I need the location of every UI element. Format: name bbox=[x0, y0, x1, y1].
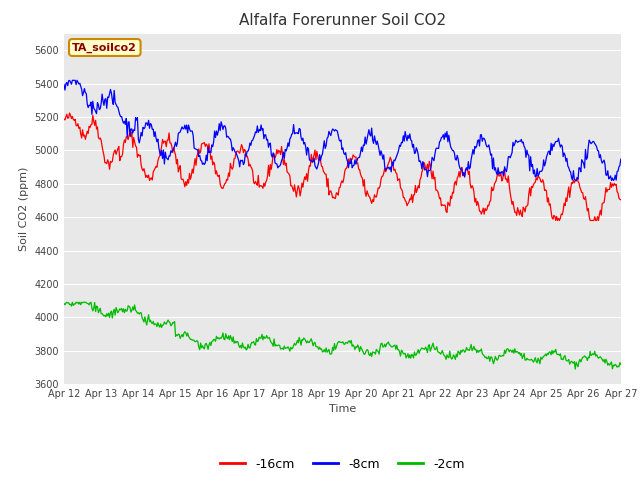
-16cm bbox=[480, 211, 488, 217]
-16cm bbox=[389, 162, 397, 168]
-8cm bbox=[68, 77, 76, 83]
-8cm bbox=[433, 145, 440, 151]
-8cm bbox=[389, 163, 397, 168]
-2cm bbox=[572, 366, 579, 372]
-8cm bbox=[480, 136, 488, 142]
-2cm bbox=[204, 347, 212, 352]
Y-axis label: Soil CO2 (ppm): Soil CO2 (ppm) bbox=[19, 167, 29, 251]
-2cm bbox=[480, 353, 488, 359]
-8cm bbox=[204, 144, 212, 150]
X-axis label: Time: Time bbox=[329, 405, 356, 414]
Text: TA_soilco2: TA_soilco2 bbox=[72, 42, 137, 53]
-2cm bbox=[60, 300, 68, 306]
Line: -2cm: -2cm bbox=[64, 302, 621, 369]
-16cm bbox=[159, 140, 167, 146]
Title: Alfalfa Forerunner Soil CO2: Alfalfa Forerunner Soil CO2 bbox=[239, 13, 446, 28]
-8cm bbox=[572, 178, 580, 183]
-16cm bbox=[617, 197, 625, 203]
-2cm bbox=[433, 344, 440, 349]
-8cm bbox=[313, 166, 321, 172]
-2cm bbox=[389, 343, 397, 349]
-8cm bbox=[60, 82, 68, 87]
-16cm bbox=[60, 116, 68, 122]
-8cm bbox=[617, 156, 625, 162]
-16cm bbox=[204, 147, 212, 153]
-2cm bbox=[159, 322, 167, 328]
-2cm bbox=[617, 361, 625, 367]
-2cm bbox=[313, 344, 321, 349]
-16cm bbox=[552, 217, 559, 223]
-16cm bbox=[66, 110, 74, 116]
-16cm bbox=[433, 187, 440, 193]
Line: -16cm: -16cm bbox=[64, 113, 621, 220]
Line: -8cm: -8cm bbox=[64, 80, 621, 180]
Legend: -16cm, -8cm, -2cm: -16cm, -8cm, -2cm bbox=[215, 453, 470, 476]
-2cm bbox=[63, 300, 70, 305]
-8cm bbox=[159, 147, 167, 153]
-16cm bbox=[313, 148, 321, 154]
